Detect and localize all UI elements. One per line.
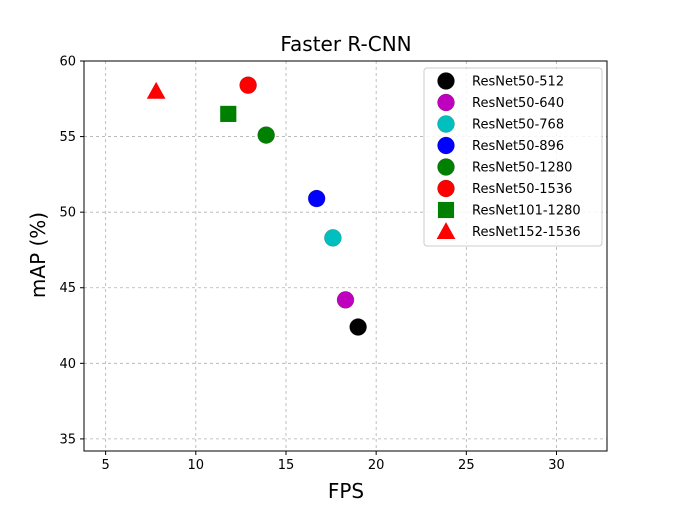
legend-label: ResNet50-1536: [472, 182, 572, 197]
data-point: [307, 189, 326, 208]
legend-marker: [437, 72, 455, 90]
legend-label: ResNet152-1536: [472, 225, 581, 240]
data-point: [349, 318, 367, 336]
x-tick-label: 30: [548, 458, 565, 473]
data-point: [146, 81, 166, 99]
y-tick-label: 50: [59, 206, 76, 221]
data-point: [324, 229, 342, 247]
legend-marker: [437, 179, 455, 198]
legend-label: ResNet101-1280: [472, 204, 581, 219]
data-point: [239, 76, 257, 94]
y-tick-label: 35: [59, 432, 76, 447]
data-point: [220, 105, 237, 122]
legend-marker: [437, 201, 455, 219]
x-tick-label: 5: [102, 458, 110, 473]
x-tick-label: 25: [458, 458, 475, 473]
x-tick-label: 10: [188, 458, 205, 473]
x-axis-title: FPS: [328, 479, 364, 503]
y-axis-title: mAP (%): [26, 212, 50, 298]
x-tick-label: 15: [278, 458, 295, 473]
plot-area: 5 10 15 20 25 30 35 40 45 50 55 60: [59, 55, 608, 473]
y-tick-label: 40: [59, 357, 76, 372]
chart-title: Faster R-CNN: [280, 32, 411, 56]
data-point: [257, 126, 275, 144]
axes-frame: [83, 60, 608, 452]
data-point: [336, 291, 355, 309]
legend-label: ResNet50-1280: [472, 161, 572, 176]
legend-label: ResNet50-768: [472, 118, 564, 133]
legend-marker: [437, 136, 455, 155]
legend: ResNet50-512 ResNet50-640 ResNet50-768 ResN…: [423, 67, 603, 247]
x-tick-label: 20: [368, 458, 385, 473]
y-tick-label: 45: [59, 281, 76, 296]
y-tick-label: 60: [59, 55, 76, 70]
legend-box: [423, 67, 603, 247]
legend-label: ResNet50-896: [472, 139, 564, 154]
legend-marker: [437, 115, 455, 133]
legend-marker: [437, 158, 455, 176]
y-tick-label: 55: [59, 130, 76, 145]
legend-label: ResNet50-512: [472, 75, 564, 90]
legend-marker: [436, 222, 456, 239]
legend-label: ResNet50-640: [472, 96, 564, 111]
legend-marker: [437, 93, 455, 112]
